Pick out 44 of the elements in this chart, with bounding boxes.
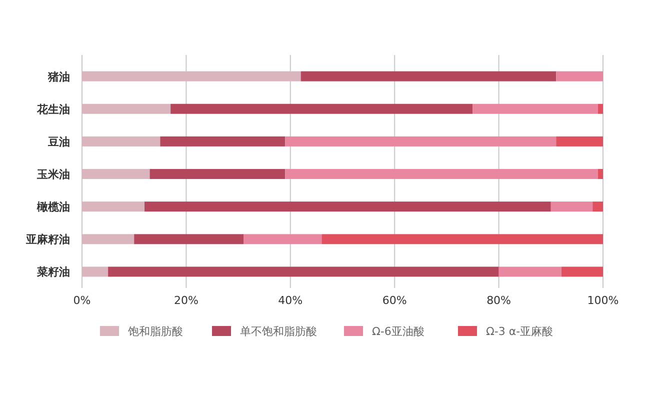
bar	[244, 234, 322, 244]
x-tick-label: 60%	[382, 294, 407, 307]
bar	[598, 169, 603, 179]
bar	[300, 71, 556, 82]
x-tick-label: 100%	[587, 294, 619, 307]
bar	[82, 169, 150, 179]
legend-label: Ω-3 α-亚麻酸	[486, 325, 554, 338]
bar	[598, 104, 603, 114]
y-tick-label: 橄榄油	[36, 200, 70, 214]
x-tick-label: 40%	[278, 294, 303, 307]
y-tick-label: 菜籽油	[36, 266, 70, 279]
bar	[556, 71, 603, 82]
bar	[472, 104, 598, 114]
y-tick-label: 猪油	[47, 70, 70, 84]
bar	[82, 136, 160, 146]
y-tick-label: 花生油	[36, 102, 70, 116]
bar	[82, 71, 301, 82]
bar	[556, 136, 603, 146]
bar	[498, 266, 562, 277]
bar	[592, 202, 603, 212]
bar	[322, 234, 603, 244]
bar	[561, 266, 603, 277]
legend-label: 饱和脂肪酸	[127, 325, 183, 338]
bar	[108, 266, 499, 277]
bar	[170, 104, 473, 114]
legend-label: Ω-6亚油酸	[372, 325, 424, 338]
bar	[82, 104, 171, 114]
x-tick-label: 80%	[486, 294, 512, 307]
bar	[82, 266, 108, 277]
legend-label: 单不饱和脂肪酸	[240, 325, 317, 338]
bar	[134, 234, 244, 244]
bar	[550, 202, 593, 212]
bar	[160, 136, 286, 146]
y-tick-label: 亚麻籽油	[25, 233, 70, 246]
y-tick-label: 玉米油	[36, 168, 70, 181]
bar	[285, 169, 598, 179]
bar	[144, 202, 551, 212]
x-tick-label: 20%	[174, 294, 198, 307]
bar	[285, 136, 556, 146]
y-tick-label: 豆油	[47, 135, 70, 148]
bar	[150, 169, 286, 179]
x-tick-label: 0%	[73, 294, 91, 307]
bar	[82, 234, 134, 244]
bar	[82, 202, 145, 212]
